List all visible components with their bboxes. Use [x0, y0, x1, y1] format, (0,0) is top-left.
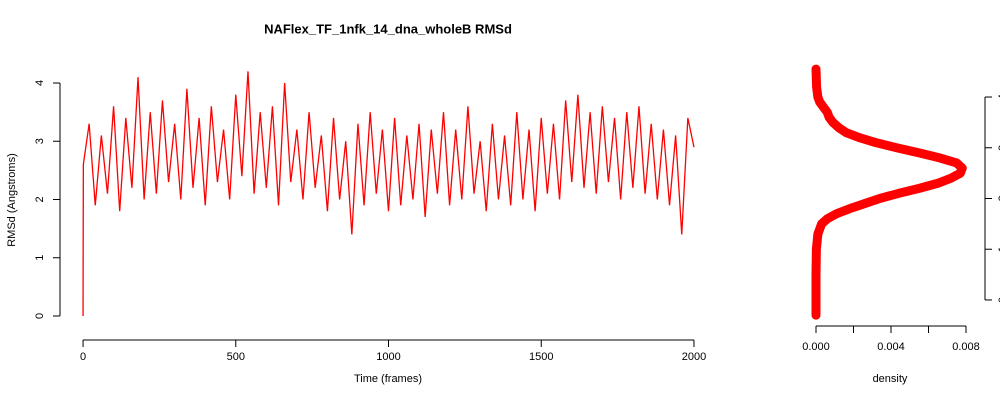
x-tick-label: 0.004 [877, 341, 905, 353]
x-tick-label: 0 [80, 351, 86, 363]
x-axis-label: Time (frames) [354, 373, 422, 385]
density-curve [811, 64, 967, 320]
y-tick-label: 2 [997, 195, 1000, 201]
x-tick-label: 0.000 [802, 341, 830, 353]
y-tick-label: 4 [34, 80, 46, 86]
y-axis-label: RMSd (Angstroms) [6, 153, 18, 247]
x-axis-label: density [873, 373, 908, 385]
y-tick-label: 2 [34, 196, 46, 202]
x-tick-label: 500 [227, 351, 245, 363]
y-tick-label: 4 [997, 94, 1000, 100]
y-tick-label: 1 [34, 255, 46, 261]
y-tick-label: 0 [997, 297, 1000, 303]
y-tick-label: 3 [34, 138, 46, 144]
x-tick-label: 2000 [682, 351, 706, 363]
x-tick-label: 1000 [376, 351, 400, 363]
x-tick-label: 1500 [529, 351, 553, 363]
x-tick-label: 0.008 [952, 341, 980, 353]
rmsd-line [82, 71, 695, 316]
y-tick-label: 0 [34, 313, 46, 319]
chart-title: NAFlex_TF_1nfk_14_dna_wholeB RMSd [264, 21, 512, 36]
y-tick-label: 3 [997, 145, 1000, 151]
y-tick-label: 1 [997, 246, 1000, 252]
